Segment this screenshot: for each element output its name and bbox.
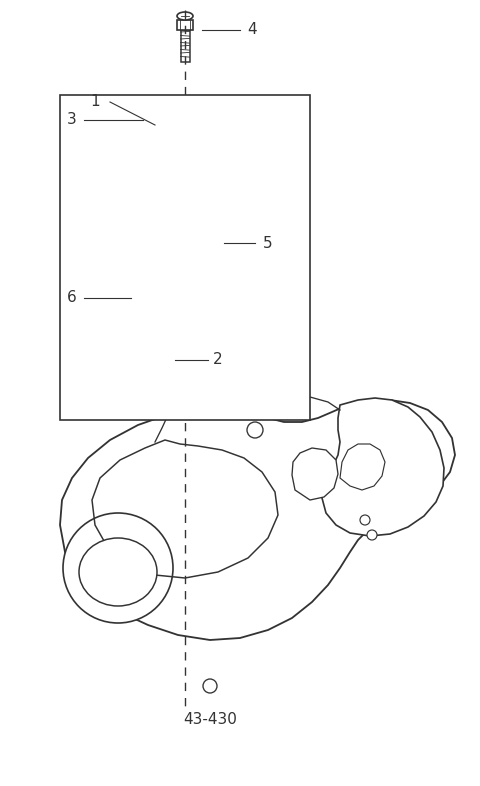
Bar [134,393,176,411]
Ellipse shape [131,289,179,307]
Bar [177,20,193,30]
Circle shape [247,422,263,438]
Ellipse shape [151,220,179,228]
Ellipse shape [143,112,187,128]
Ellipse shape [151,176,179,184]
Polygon shape [322,398,444,536]
Bar [147,318,163,393]
Bar [60,95,310,420]
Circle shape [360,515,370,525]
Circle shape [367,530,377,540]
Text: 43-430: 43-430 [183,712,237,728]
Bar [151,180,179,220]
Bar [146,166,184,182]
Text: 1: 1 [90,94,100,109]
Text: 4: 4 [247,23,257,38]
Ellipse shape [146,162,184,170]
Polygon shape [292,448,338,500]
Bar [180,30,190,62]
Ellipse shape [177,12,193,20]
Text: 6: 6 [67,291,77,306]
Polygon shape [60,400,455,640]
Polygon shape [180,381,208,415]
Ellipse shape [134,407,176,415]
Ellipse shape [79,538,157,606]
Text: 5: 5 [263,236,273,251]
Ellipse shape [150,164,180,172]
Bar [150,150,180,168]
Text: 2: 2 [213,352,223,368]
Circle shape [203,679,217,693]
Polygon shape [180,156,196,167]
Ellipse shape [134,389,176,397]
Ellipse shape [150,146,180,154]
Text: 3: 3 [67,112,77,127]
Ellipse shape [162,142,168,148]
Ellipse shape [152,308,158,312]
Ellipse shape [145,385,165,393]
Circle shape [63,513,173,623]
Ellipse shape [139,292,170,304]
Ellipse shape [151,115,180,125]
Polygon shape [340,444,385,490]
